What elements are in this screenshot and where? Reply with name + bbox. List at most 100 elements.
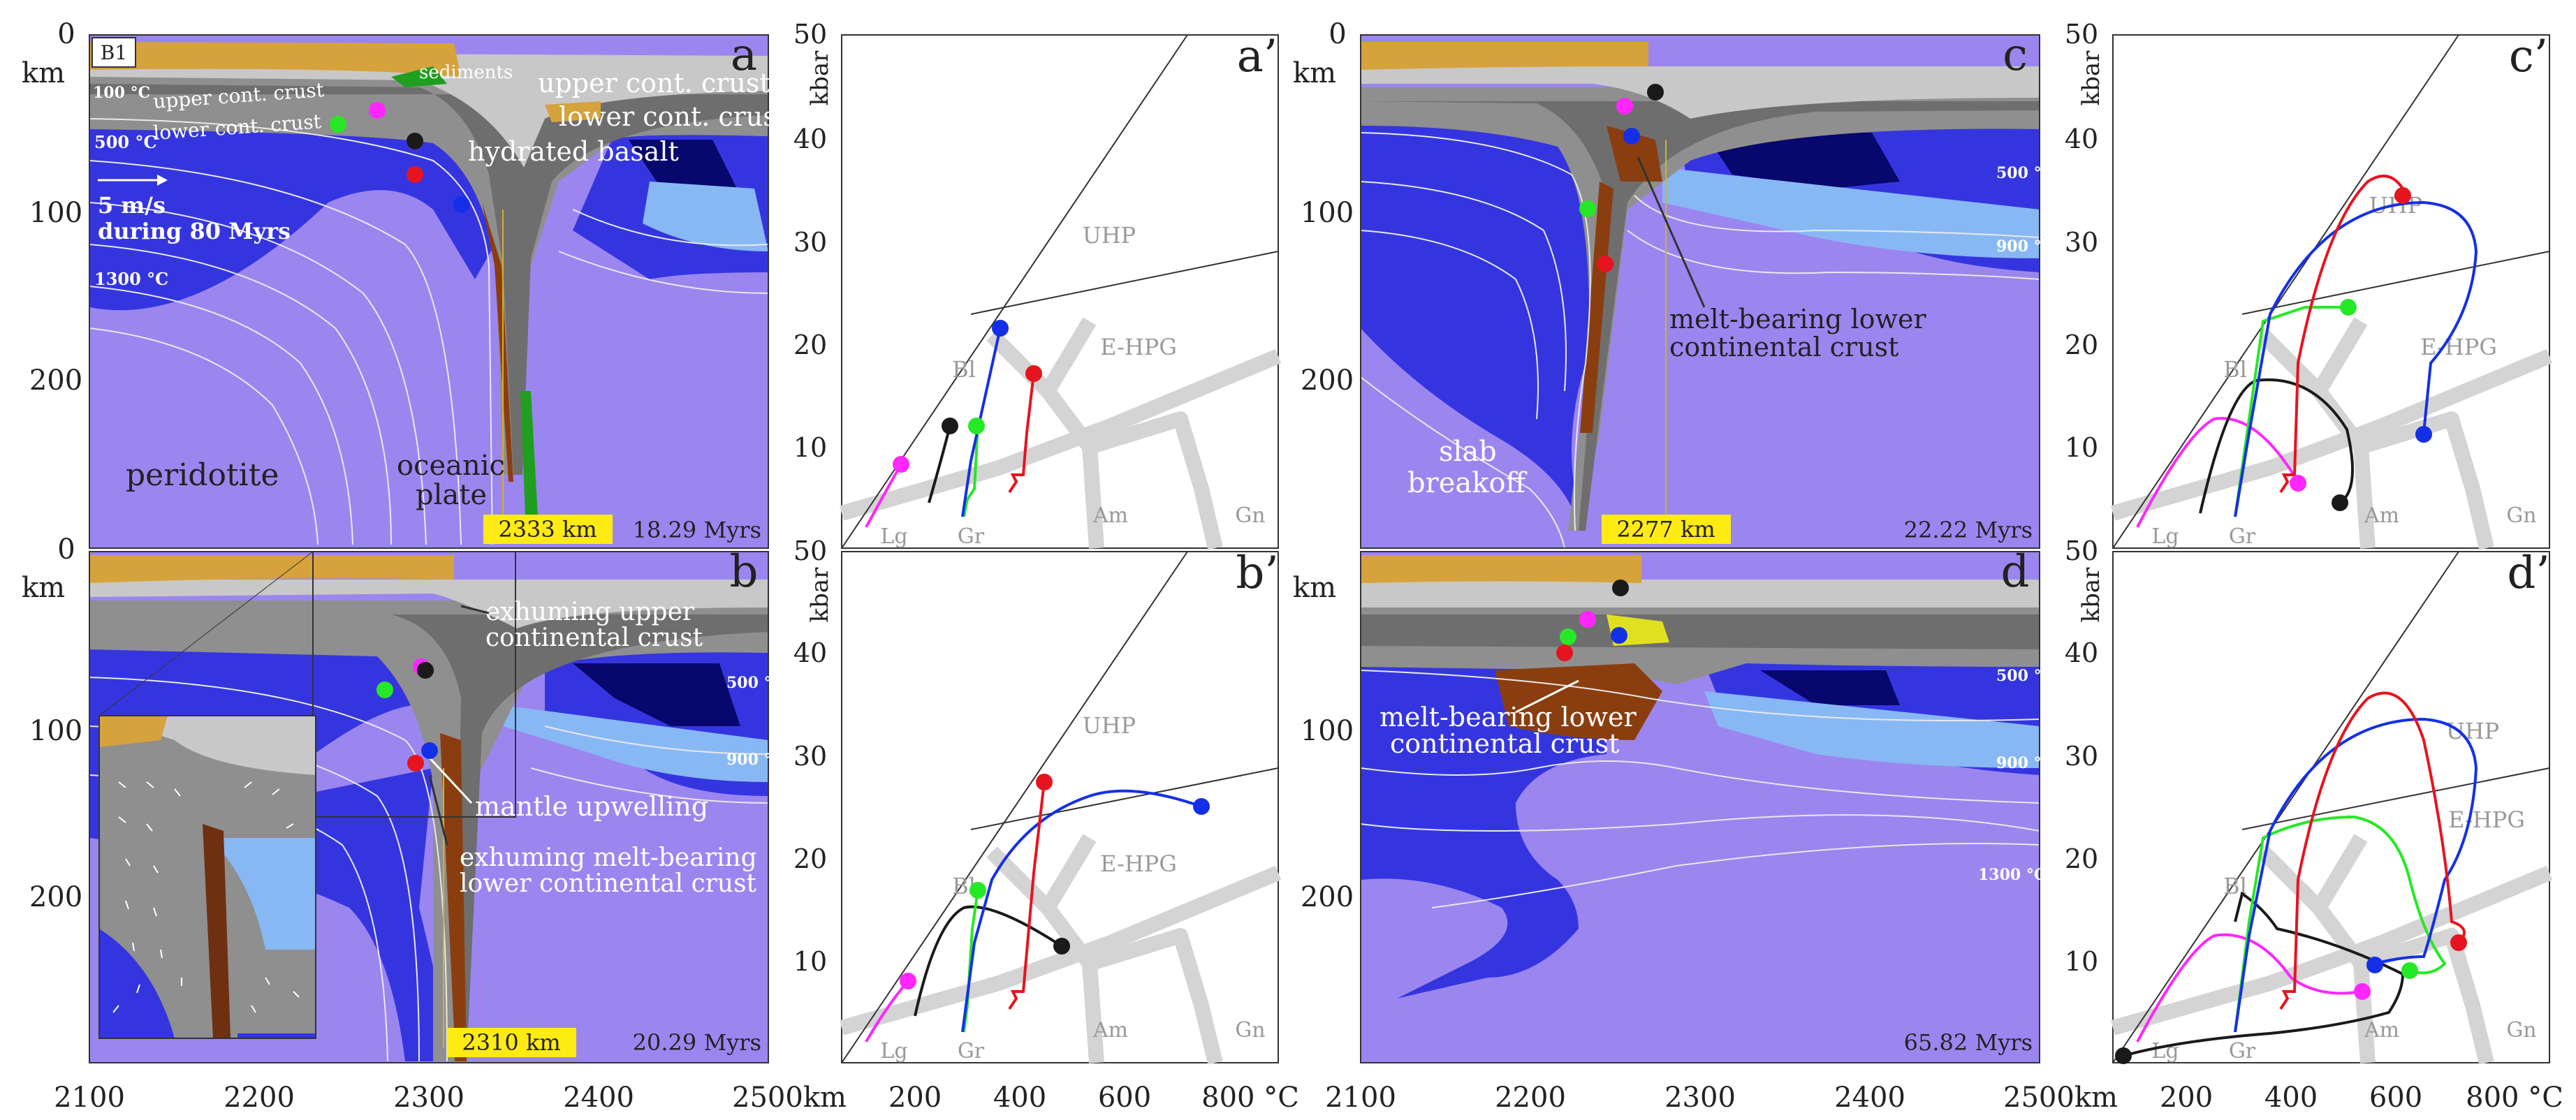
temp-tick: 600 [1098,1082,1151,1114]
pt-marker-black [2332,494,2348,511]
pressure-tick: 20 [793,330,827,360]
facies-lg: Lg [2151,1039,2179,1063]
pressure-tick: 10 [2065,946,2098,977]
facies-lg: Lg [880,524,907,549]
depth-tick: 100 [29,715,82,747]
temp-tick: 800 °C [1201,1082,1299,1114]
temp-tick: 400 [2264,1082,2318,1114]
panel-a-letter: a [731,29,757,81]
pt-marker-black [1053,938,1070,955]
c-isotherm-500: 500 °C [1996,164,2054,182]
pt-marker-black [2115,1047,2132,1064]
panel-c-time: 22.22 Myrs [1904,517,2033,543]
pt-marker-green [2340,299,2357,316]
pressure-tick: 50 [793,536,827,566]
facies-gn: Gn [2506,1018,2536,1042]
label-breakoff: breakoff [1407,467,1528,499]
label-exhuming-lower: exhuming melt-bearing [460,843,757,872]
temp-tick: 600 [2369,1082,2422,1114]
velocity-label: 5 m/s [98,192,166,219]
pt-panel-a-prime: a’ UHP E-HPG Bl Lg Gr Am Gn [839,31,1282,550]
facies-gn: Gn [2506,503,2536,528]
b-isotherm-900: 900 °C [726,751,784,769]
label-exhuming-upper: exhuming upper [485,598,695,626]
pressure-tick: 20 [793,843,827,874]
depth-tick: 100 [1301,715,1354,747]
pt-marker-black [942,418,958,434]
depth-unit: km [1293,572,1336,604]
pt-marker-red [1036,774,1053,790]
pressure-tick: 50 [2065,536,2098,566]
facies-bl: Bl [2223,356,2247,383]
label-lower-crust-right: lower cont. crust [559,101,787,132]
x-tick: 2200 [1495,1082,1566,1114]
label-hydrated-basalt: hydrated basalt [468,136,679,167]
pt-marker-red [2450,934,2467,951]
temp-axis-right: 200 400 600 800 °C [2160,1082,2563,1114]
facies-uhp: UHP [1083,712,1136,739]
pressure-tick: 30 [793,227,827,258]
d-isotherm-900: 900 °C [1996,754,2054,772]
pt-marker-magenta [2290,475,2306,492]
temp-tick: 200 [2160,1082,2213,1114]
x-tick: 2500km [2003,1082,2118,1114]
depth-tick: 0 [57,533,75,566]
label-sediments: sediments [419,62,513,83]
panel-b-prime-letter: b’ [1236,547,1278,599]
pressure-axis-left: 50 kbar 40 30 20 10 50 kbar 40 30 20 10 [793,19,834,977]
x-axis-left: 2100 2200 2300 2400 2500km [54,1082,847,1114]
marker-black [417,662,434,679]
pressure-unit: kbar [806,50,834,106]
marker-green [376,681,393,698]
label-melt-lower-2: continental crust [1390,728,1619,759]
label-peridotite: peridotite [126,457,279,493]
pressure-unit: kbar [806,567,834,623]
pt-marker-green [968,418,985,434]
facies-lg: Lg [2151,524,2179,549]
facies-uhp: UHP [2446,718,2499,744]
pressure-tick: 20 [2065,843,2098,874]
marker-magenta [1579,611,1596,628]
pressure-unit: kbar [2077,567,2105,623]
pressure-tick: 10 [2065,432,2098,463]
facies-gn: Gn [1235,503,1265,528]
pt-marker-blue [2415,426,2432,443]
facies-ehpg: E-HPG [1100,850,1177,877]
pt-panel-d-prime: d’ UHP E-HPG Bl Lg Gr Am Gn [2110,547,2553,1065]
depth-unit: km [22,57,65,89]
facies-gr: Gr [2229,1039,2256,1063]
pt-marker-magenta [2354,983,2371,1000]
isotherm-100: 100 °C [93,84,150,102]
temp-axis-left: 200 400 600 800 °C [888,1082,1299,1114]
pressure-axis-right: 50 kbar 40 30 20 10 50 kbar 40 30 20 10 [2065,19,2105,977]
facies-ehpg: E-HPG [2448,806,2525,833]
inset-velocity-field [98,715,316,1039]
marker-blue [453,196,470,213]
facies-bl: Bl [952,356,976,383]
pressure-tick: 30 [2065,741,2098,772]
pt-marker-green [2401,962,2418,979]
label-upper-crust: upper cont. crust [538,68,770,98]
label-exhuming-lower-2: lower continental crust [460,869,757,898]
pressure-tick: 40 [793,638,827,668]
panel-b: b exhuming upper continental crust 500 °… [89,546,784,1063]
d-isotherm-500: 500 °C [1996,667,2054,685]
pressure-tick: 10 [793,432,827,463]
isotherm-500: 500 °C [94,132,157,152]
x-tick: 2100 [54,1082,125,1114]
velocity-arrow [98,175,168,186]
depth-tick: 0 [1329,18,1346,50]
label-mantle-upwelling: mantle upwelling [475,791,708,822]
marker-blue [421,742,438,759]
pt-marker-magenta [893,456,909,473]
label-melt-lower: melt-bearing lower [1380,702,1637,732]
x-tick: 2400 [1834,1082,1905,1114]
panel-a-tag: B1 [101,41,127,64]
b-isotherm-500: 500 °C [726,674,784,692]
marker-magenta [369,102,386,119]
pressure-tick: 40 [2065,124,2098,154]
pressure-tick: 40 [2065,638,2098,668]
facies-gn: Gn [1235,1018,1265,1042]
panel-a-time: 18.29 Myrs [633,517,761,543]
marker-green [330,116,346,133]
